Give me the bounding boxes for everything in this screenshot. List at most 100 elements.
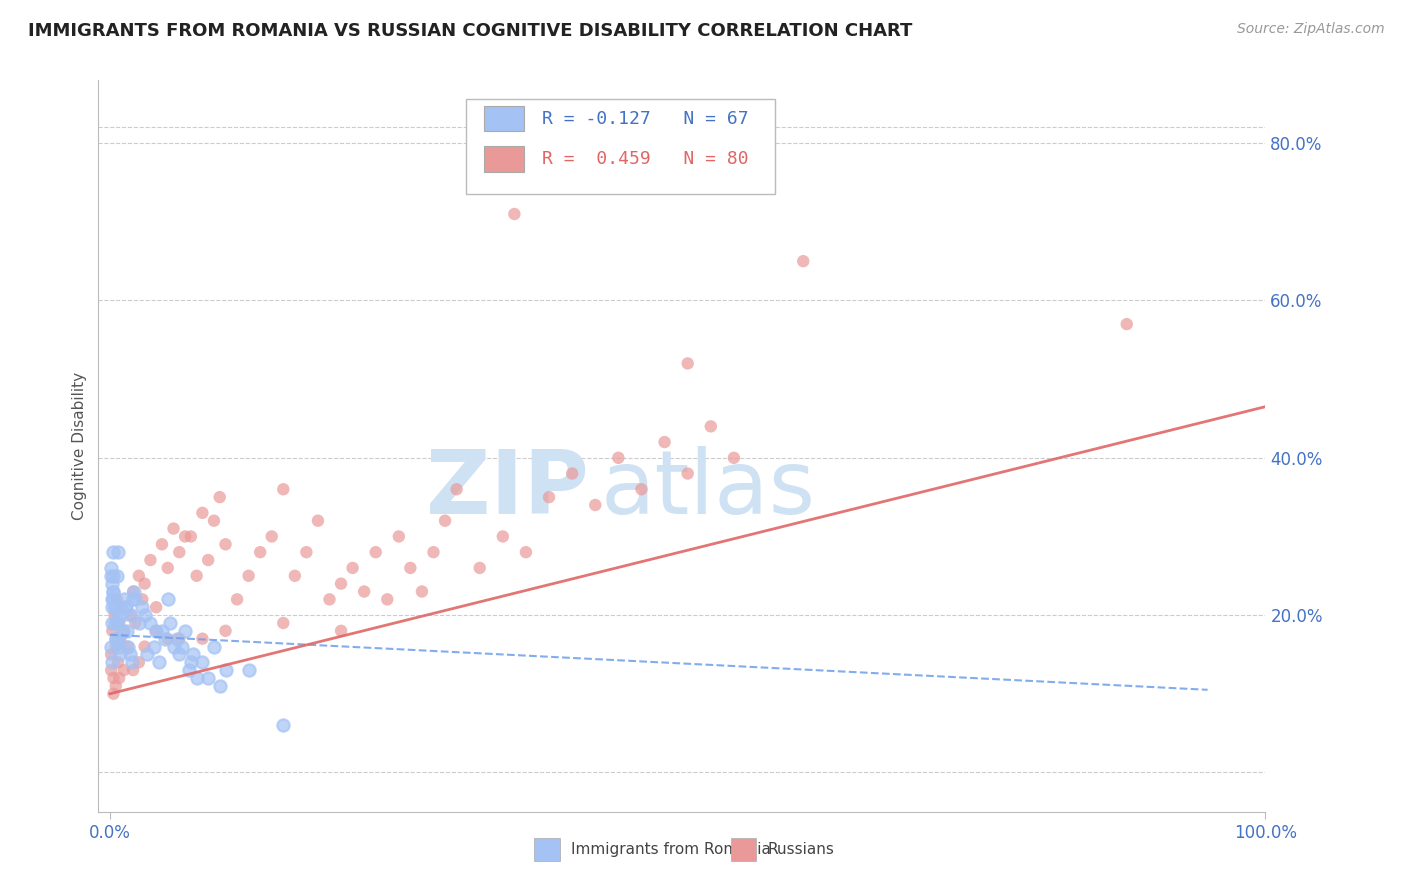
- Point: [105, 615, 128, 630]
- Point: [388, 529, 411, 543]
- Point: [104, 608, 127, 623]
- Point: [104, 632, 127, 646]
- Point: [676, 356, 699, 370]
- Point: [503, 207, 526, 221]
- Point: [197, 671, 219, 685]
- Point: [100, 648, 122, 662]
- Point: [260, 529, 283, 543]
- Text: Source: ZipAtlas.com: Source: ZipAtlas.com: [1237, 22, 1385, 37]
- Point: [411, 584, 433, 599]
- Point: [174, 624, 197, 638]
- Point: [399, 561, 422, 575]
- Point: [145, 624, 167, 638]
- Point: [121, 655, 143, 669]
- Point: [202, 640, 225, 654]
- Point: [145, 624, 167, 638]
- Point: [170, 640, 193, 654]
- Point: [100, 561, 122, 575]
- Point: [104, 615, 127, 630]
- Point: [108, 608, 131, 623]
- Point: [120, 608, 142, 623]
- Point: [105, 592, 128, 607]
- Point: [515, 545, 537, 559]
- Point: [169, 545, 191, 559]
- Point: [107, 632, 129, 646]
- Point: [166, 632, 188, 646]
- Point: [122, 584, 145, 599]
- Point: [105, 568, 128, 582]
- Point: [342, 561, 364, 575]
- Point: [162, 640, 184, 654]
- Point: [156, 632, 179, 646]
- Point: [148, 655, 170, 669]
- Point: [318, 592, 340, 607]
- Point: [128, 568, 150, 582]
- Point: [295, 545, 318, 559]
- Point: [110, 608, 132, 623]
- Point: [100, 663, 122, 677]
- Point: [100, 568, 122, 582]
- Point: [186, 671, 208, 685]
- Point: [364, 545, 387, 559]
- Text: R =  0.459   N = 80: R = 0.459 N = 80: [541, 150, 748, 168]
- Point: [110, 648, 132, 662]
- Point: [112, 663, 135, 677]
- Point: [208, 490, 231, 504]
- Point: [630, 482, 652, 496]
- Point: [103, 687, 125, 701]
- Point: [134, 576, 156, 591]
- Point: [162, 522, 184, 536]
- Point: [108, 615, 131, 630]
- Text: Russians: Russians: [768, 842, 835, 857]
- Point: [122, 663, 145, 677]
- Point: [103, 671, 125, 685]
- Point: [180, 655, 202, 669]
- FancyBboxPatch shape: [465, 99, 775, 194]
- Point: [112, 624, 135, 638]
- Point: [103, 584, 125, 599]
- Point: [700, 419, 723, 434]
- Point: [607, 450, 630, 465]
- Point: [131, 600, 153, 615]
- Point: [169, 632, 191, 646]
- Text: Immigrants from Romania: Immigrants from Romania: [571, 842, 770, 857]
- Point: [128, 655, 150, 669]
- Point: [155, 632, 177, 646]
- Point: [128, 615, 150, 630]
- Point: [100, 640, 122, 654]
- Text: atlas: atlas: [600, 446, 815, 533]
- Point: [174, 529, 197, 543]
- Point: [122, 592, 145, 607]
- Point: [117, 640, 139, 654]
- Point: [103, 584, 125, 599]
- Point: [169, 648, 191, 662]
- Point: [107, 545, 129, 559]
- Point: [238, 568, 260, 582]
- Point: [181, 648, 204, 662]
- Point: [468, 561, 491, 575]
- Point: [110, 600, 132, 615]
- Point: [156, 592, 179, 607]
- Point: [104, 640, 127, 654]
- Point: [112, 592, 135, 607]
- Point: [104, 632, 127, 646]
- Point: [191, 655, 214, 669]
- Point: [792, 254, 814, 268]
- Point: [139, 615, 162, 630]
- Point: [108, 671, 131, 685]
- Point: [214, 624, 236, 638]
- Point: [422, 545, 444, 559]
- Point: [103, 568, 125, 582]
- Point: [307, 514, 329, 528]
- Point: [1115, 317, 1137, 331]
- Point: [191, 506, 214, 520]
- Point: [197, 553, 219, 567]
- Point: [110, 632, 132, 646]
- Point: [134, 608, 156, 623]
- Point: [108, 640, 131, 654]
- Point: [446, 482, 468, 496]
- Point: [249, 545, 271, 559]
- Point: [101, 576, 124, 591]
- Point: [676, 467, 699, 481]
- Point: [134, 640, 156, 654]
